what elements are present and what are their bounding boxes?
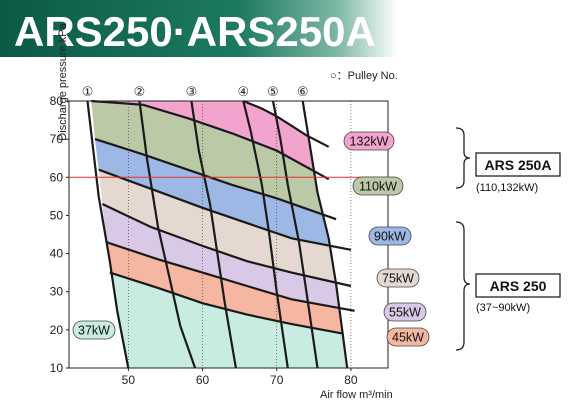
y-tick-label: 80 <box>50 94 64 108</box>
model-name-ars250: ARS 250 <box>490 278 547 294</box>
model-range-ars250a: (110,132kW) <box>476 182 538 194</box>
power-label-bg <box>343 131 395 151</box>
power-label-bg <box>72 320 116 340</box>
pulley-line-4 <box>242 100 289 369</box>
power-curve-75kW <box>98 168 352 251</box>
power-label-bg <box>352 176 404 196</box>
fill-band-110kW <box>91 101 337 220</box>
power-label: 55kW <box>389 306 421 320</box>
pulley-number: ④ <box>238 84 250 99</box>
power-curve-55kW <box>101 203 352 288</box>
power-label: 37kW <box>78 324 110 338</box>
power-label-bg <box>383 302 427 322</box>
power-curve-132kW <box>242 99 330 148</box>
x-tick-label: 60 <box>196 373 210 387</box>
pulley-line-3 <box>190 100 237 369</box>
pulley-note: ○：Pulley No. <box>330 70 398 82</box>
pulley-line-6 <box>301 100 349 369</box>
x-axis-label: Air flow m³/min <box>320 389 393 401</box>
x-tick-label: 50 <box>122 373 136 387</box>
model-name-ars250a: ARS 250A <box>485 157 552 173</box>
pulley-number: ⑤ <box>267 84 279 99</box>
power-label: 110kW <box>359 180 397 194</box>
power-label: 90kW <box>374 230 406 244</box>
plot-lines <box>86 99 355 369</box>
mask-left <box>69 101 129 368</box>
fill-band-45kW <box>106 242 355 334</box>
power-label-bg <box>368 226 412 246</box>
y-axis-label: Discharge pressure kPa <box>57 22 69 140</box>
pulley-line-5 <box>271 100 319 369</box>
power-label-bg <box>386 327 430 347</box>
brace-ars250a <box>455 127 471 189</box>
fill-band-75kW <box>98 169 351 286</box>
power-label: 75kW <box>382 272 414 286</box>
y-tick-label: 50 <box>50 208 64 222</box>
banner-title: ARS250·ARS250A <box>14 8 376 55</box>
y-tick-label: 10 <box>50 361 64 375</box>
model-box-ars250 <box>475 273 561 298</box>
pulley-number: ② <box>134 84 146 99</box>
plot-fills <box>69 101 388 368</box>
pulley-line-2 <box>138 100 197 369</box>
fill-band-55kW <box>102 204 355 311</box>
pulley-number: ⑥ <box>297 84 309 99</box>
pulley-line-1 <box>86 100 130 369</box>
y-tick-label: 70 <box>50 132 64 146</box>
plot-axes: 10 20 30 40 50 60 70 80 50 60 70 80 <box>50 94 389 387</box>
fill-band-132kW <box>91 101 329 180</box>
model-range-ars250: (37~90kW) <box>476 302 530 314</box>
fill-band-90kW <box>95 139 351 250</box>
y-tick-label: 40 <box>50 247 64 261</box>
y-tick-label: 60 <box>50 170 64 184</box>
y-tick-label: 20 <box>50 323 64 337</box>
x-tick-label: 80 <box>344 373 358 387</box>
pulley-number: ① <box>82 84 94 99</box>
title-banner: ARS250·ARS250A <box>0 0 398 57</box>
mask-right <box>302 101 388 368</box>
power-label-bg <box>376 268 420 288</box>
plot-labels: ① ② ③ ④ ⑤ ⑥ 37kW 45kW 55kW 75kW 90kW 110kW 132kW <box>72 84 430 347</box>
model-box-ars250a <box>475 152 561 177</box>
banner-background: ARS250·ARS250A <box>0 0 398 57</box>
power-label: 132kW <box>350 135 389 149</box>
x-tick-label: 70 <box>270 373 284 387</box>
brace-ars250 <box>455 221 471 351</box>
y-tick-label: 30 <box>50 285 64 299</box>
power-label: 45kW <box>392 331 424 345</box>
power-curve-110kW <box>91 99 330 181</box>
pulley-number: ③ <box>186 84 198 99</box>
power-curve-45kW <box>105 241 355 312</box>
